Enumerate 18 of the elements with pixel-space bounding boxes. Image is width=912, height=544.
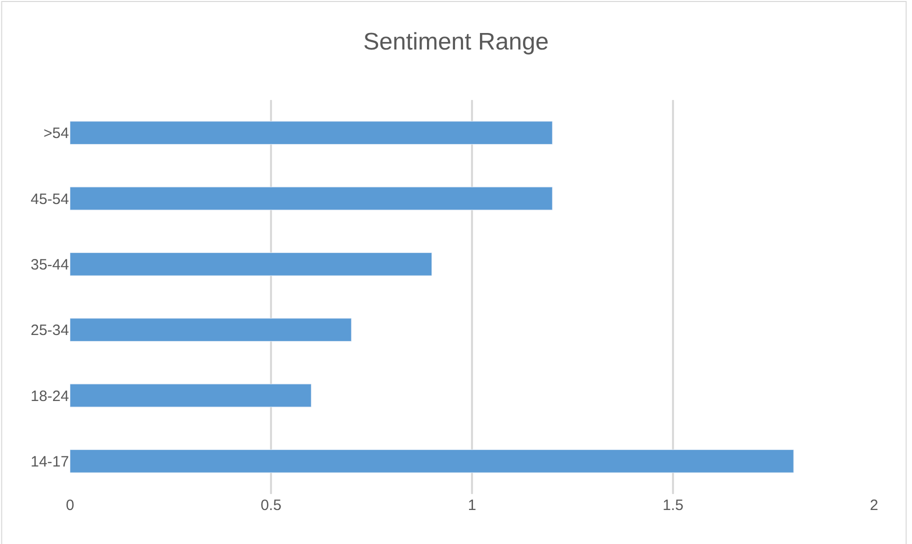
bar: [70, 121, 553, 145]
y-tick-label: 25-34: [30, 322, 69, 340]
bar: [70, 449, 794, 473]
bar: [70, 186, 553, 210]
bar: [70, 252, 432, 276]
x-tick-label: 1: [468, 497, 476, 514]
x-tick-label: 0: [66, 497, 74, 514]
y-tick-label: 14-17: [30, 453, 69, 470]
bar: [70, 318, 352, 342]
bar: [70, 384, 312, 408]
x-tick-label: 2: [870, 497, 878, 514]
y-tick-label: 45-54: [30, 190, 69, 208]
x-tick-label: 0.5: [260, 497, 282, 514]
y-tick-label: 35-44: [30, 256, 69, 274]
y-tick-label: 18-24: [30, 388, 69, 405]
x-tick-label: 1.5: [662, 497, 684, 514]
chart-title: Sentiment Range: [363, 28, 549, 56]
y-tick-label: >54: [44, 125, 69, 142]
